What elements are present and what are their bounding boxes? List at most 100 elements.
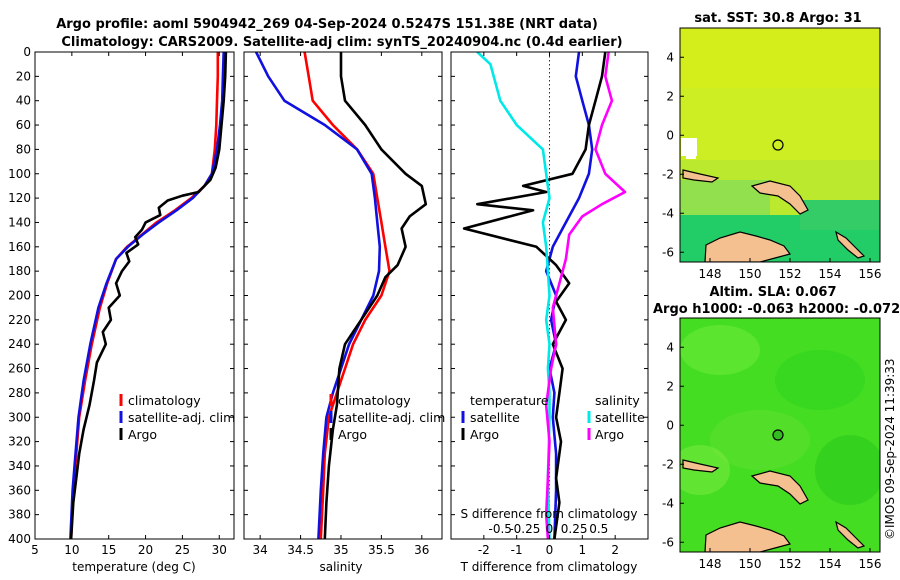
sst-lat-tick-label: 0	[666, 128, 674, 142]
legend-climatology-label: climatology	[128, 393, 201, 408]
land-new-guinea-sst	[704, 231, 792, 262]
s-difference-label: S difference from climatology	[461, 507, 638, 521]
temp-xtick-label: 5	[31, 543, 39, 557]
land-new-britain-sla	[750, 470, 809, 505]
sla-lat-tick-label: -6	[662, 535, 674, 549]
sst-lat-tick-label: -4	[662, 206, 674, 220]
sla-lat-tick-label: 2	[666, 379, 674, 393]
sla-map-title: Altim. SLA: 0.067	[710, 285, 837, 300]
land-new-ireland-sst	[682, 169, 720, 183]
sla-blob-1	[680, 325, 760, 375]
sla-lon-tick-label: 156	[859, 557, 882, 571]
land-new-britain-sst	[750, 180, 809, 215]
depth-tick-label: 220	[8, 313, 31, 327]
depth-tick-label: 120	[8, 191, 31, 205]
sal-xtick-label: 35.5	[368, 543, 395, 557]
temperature-series-group	[69, 52, 228, 539]
diff-xtick-label: -2	[478, 543, 490, 557]
depth-tick-label: 20	[16, 69, 31, 83]
sst-map-ticks: 148 150 152 154 156 4 2 0 -2 -4 -6	[662, 50, 881, 281]
temp-xtick-label: 10	[64, 543, 79, 557]
diff-series-s-satellite	[476, 52, 551, 539]
salinity-panel: 34 34.5 35 35.5 36 salinity climatology sate…	[243, 51, 445, 574]
diff-xtick-label: -1	[511, 543, 523, 557]
sst-patch-upper	[680, 28, 880, 88]
sla-lon-tick-label: 148	[699, 557, 722, 571]
land-new-guinea-sla	[704, 521, 792, 552]
sst-lon-tick-label: 148	[699, 267, 722, 281]
temp-xtick-label: 15	[101, 543, 116, 557]
depth-tick-label: 0	[23, 45, 31, 59]
figure-title-line1: Argo profile: aoml 5904942_269 04-Sep-20…	[56, 17, 598, 32]
sla-lon-tick-label: 152	[779, 557, 802, 571]
figure-title-line2: Climatology: CARS2009. Satellite-adj cli…	[61, 35, 622, 50]
sst-lon-tick-label: 154	[819, 267, 842, 281]
s-difference-ticks: -0.5-0.25 0 0.25 0.5	[489, 522, 609, 536]
depth-tick-label: 100	[8, 167, 31, 181]
difference-ticks: -2 -1 0 1 2	[451, 51, 648, 557]
sla-lat-tick-label: 0	[666, 418, 674, 432]
sst-lon-tick-label: 156	[859, 267, 882, 281]
sla-blob-4	[815, 435, 880, 505]
s-difference-tick-label: 0.25	[561, 522, 588, 536]
depth-tick-label: 360	[8, 483, 31, 497]
depth-tick-label: 320	[8, 435, 31, 449]
sst-lon-tick-label: 150	[739, 267, 762, 281]
legend-argo-label: Argo	[128, 427, 157, 442]
depth-tick-label: 300	[8, 410, 31, 424]
sal-xtick-label: 34	[253, 543, 268, 557]
legend-salinity-heading: salinity	[595, 393, 640, 408]
sst-map-title: sat. SST: 30.8 Argo: 31	[694, 11, 861, 26]
legend-s-sat-label: satellite	[595, 410, 645, 425]
s-difference-tick-label: -0.5	[489, 522, 512, 536]
salinity-series-group	[254, 52, 428, 539]
salinity-x-label: salinity	[319, 560, 362, 574]
difference-legend-temperature: temperature satellite Argo	[461, 393, 549, 442]
sla-map-frame	[679, 317, 881, 553]
land-new-ireland-sla	[682, 459, 720, 473]
sst-lon-tick-label: 152	[779, 267, 802, 281]
legend-s-satellite-label: satellite-adj. clim	[338, 410, 445, 425]
legend-s-climatology-label: climatology	[338, 393, 411, 408]
sal-xtick-label: 36	[414, 543, 429, 557]
depth-tick-label: 380	[8, 508, 31, 522]
sla-lat-tick-label: -4	[662, 496, 674, 510]
temp-xtick-label: 25	[175, 543, 190, 557]
imos-timestamp: ©IMOS 09-Sep-2024 11:39:33	[883, 358, 897, 540]
land-bougainville-sla	[835, 520, 866, 549]
depth-tick-label: 240	[8, 337, 31, 351]
s-difference-tick-label: 0	[546, 522, 554, 536]
sal-xtick-label: 34.5	[287, 543, 314, 557]
depth-tick-label: 280	[8, 386, 31, 400]
legend-s-argo-label: Argo	[338, 427, 367, 442]
depth-tick-label: 40	[16, 94, 31, 108]
diff-xtick-label: 2	[611, 543, 619, 557]
sst-lat-tick-label: -2	[662, 167, 674, 181]
temp-xtick-label: 30	[212, 543, 227, 557]
difference-x-label: T difference from climatology	[460, 560, 638, 574]
sst-map-panel: sat. SST: 30.8 Argo: 31 148 150 152 154 156 4…	[662, 11, 881, 281]
sst-map-field	[680, 28, 880, 262]
depth-tick-label: 260	[8, 362, 31, 376]
depth-tick-label: 340	[8, 459, 31, 473]
argo-marker-sst	[772, 139, 784, 151]
temp-series-climatology	[69, 52, 220, 539]
sal-series-argo	[323, 52, 428, 539]
legend-satellite-label: satellite-adj. clim	[128, 410, 235, 425]
sal-series-climatology	[303, 52, 391, 539]
sla-blob-2	[775, 350, 865, 410]
temperature-x-label: temperature (deg C)	[72, 560, 195, 574]
salinity-ticks: 34 34.5 35 35.5 36	[244, 51, 442, 557]
sla-lat-tick-label: 4	[666, 340, 674, 354]
temperature-ticks: 5 10 15 20 25 3002040608010012014016018020022…	[8, 45, 234, 557]
sst-lat-tick-label: 2	[666, 89, 674, 103]
sal-series-satellite-adj-clim	[254, 52, 382, 539]
sst-lat-tick-label: -6	[662, 245, 674, 259]
sla-blob-3	[710, 410, 810, 470]
diff-xtick-label: 0	[546, 543, 554, 557]
sla-lon-tick-label: 154	[819, 557, 842, 571]
legend-s-argo-diff-label: Argo	[595, 427, 624, 442]
difference-series-group	[462, 52, 627, 539]
argo-marker-sla	[772, 429, 784, 441]
